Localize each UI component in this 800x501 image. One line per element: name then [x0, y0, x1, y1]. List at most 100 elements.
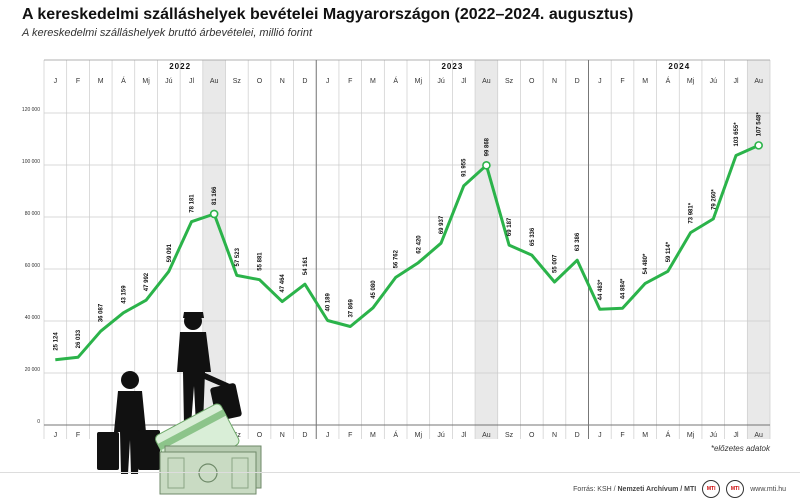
series-path	[55, 144, 760, 362]
august-band	[747, 60, 770, 439]
value-label: 107 548*	[757, 112, 763, 137]
y-tick-label: 100 000	[22, 159, 40, 165]
value-label: 63 386	[575, 232, 581, 251]
month-label-top: Mj	[142, 78, 150, 85]
source-bold: Nemzeti Archívum / MTI	[617, 485, 697, 493]
month-label-top: Sz	[233, 78, 242, 85]
month-label-bottom: Mj	[415, 432, 423, 439]
month-label-top: M	[370, 78, 376, 85]
month-label-top: Á	[121, 76, 126, 85]
data-point	[482, 161, 491, 170]
month-label-top: D	[575, 78, 580, 85]
month-label-bottom: J	[326, 432, 330, 439]
month-label-top: Mj	[415, 78, 423, 85]
month-label-bottom: D	[575, 432, 580, 439]
value-label: 59 091	[167, 243, 173, 262]
month-label-top: Au	[210, 78, 219, 85]
month-label-top: N	[280, 78, 285, 85]
august-band	[202, 60, 226, 439]
month-label-bottom: Jú	[437, 432, 445, 439]
month-label-top: Sz	[505, 78, 514, 85]
value-label: 26 033	[76, 329, 82, 348]
month-label-bottom: O	[257, 432, 263, 439]
month-label-top: Mj	[687, 78, 695, 85]
month-label-bottom: F	[348, 432, 352, 439]
month-label-bottom: Au	[482, 432, 491, 439]
value-label: 65 336	[530, 227, 536, 246]
footer-divider	[0, 472, 800, 473]
month-label-bottom: D	[302, 432, 307, 439]
month-label-top: J	[54, 78, 58, 85]
month-label-top: Jú	[437, 78, 445, 85]
month-label-bottom: N	[552, 432, 557, 439]
month-label-top: F	[620, 78, 624, 85]
month-label-top: J	[598, 78, 602, 85]
grid-lines	[43, 59, 771, 439]
value-label: 47 992	[144, 272, 150, 291]
y-tick-label: 80 000	[25, 211, 41, 217]
month-label-top: Jú	[165, 78, 173, 85]
source-credit: Forrás: KSH / Nemzeti Archívum / MTI	[573, 486, 696, 493]
value-label: 69 937	[439, 215, 445, 234]
month-label-top: F	[76, 78, 80, 85]
month-label-bottom: J	[598, 432, 602, 439]
august-bands	[202, 60, 770, 439]
year-label: 2022	[169, 62, 191, 71]
august-band	[475, 60, 498, 439]
month-label-bottom: Jl	[461, 432, 467, 439]
month-label-bottom: Jú	[710, 432, 718, 439]
value-label: 91 955	[462, 158, 468, 177]
month-label-top: F	[348, 78, 352, 85]
month-label-top: D	[302, 78, 307, 85]
value-label: 56 762	[394, 249, 400, 268]
value-label: 44 483*	[598, 279, 604, 300]
value-label: 69 187	[507, 217, 513, 236]
value-label: 43 159	[121, 285, 127, 304]
month-label-top: M	[642, 78, 648, 85]
value-label: 40 189	[326, 292, 332, 311]
data-point	[209, 209, 219, 219]
value-label: 47 464	[280, 274, 286, 293]
value-label: 55 881	[258, 252, 264, 271]
value-label: 57 523	[235, 247, 241, 266]
month-label-bottom: J	[54, 432, 58, 439]
month-label-bottom: M	[370, 432, 376, 439]
y-tick-label: 120 000	[22, 107, 40, 113]
value-label: 62 420	[416, 235, 422, 254]
chart-subtitle: A kereskedelmi szálláshelyek bruttó árbe…	[22, 27, 312, 39]
footnote: *előzetes adatok	[710, 444, 770, 453]
month-label-top: Jl	[461, 78, 467, 85]
month-label-top: Á	[666, 76, 671, 85]
source-prefix: Forrás: KSH /	[573, 485, 618, 493]
value-label: 45 080	[371, 280, 377, 299]
y-tick-label: 40 000	[25, 315, 41, 321]
mti-logo-right: MTI	[726, 480, 745, 498]
month-label-top: J	[326, 78, 330, 85]
y-tick-label: 0	[37, 419, 40, 425]
month-label-top: Jú	[710, 78, 718, 85]
website-link[interactable]: www.mti.hu	[750, 485, 786, 493]
year-label: 2023	[441, 62, 463, 71]
series-line	[55, 144, 760, 362]
month-label-bottom: F	[76, 432, 80, 439]
value-label: 54 480*	[643, 253, 649, 274]
month-label-bottom: Á	[666, 430, 671, 439]
value-label: 103 655*	[734, 122, 740, 147]
value-label: 54 161	[303, 256, 309, 275]
y-tick-label: 60 000	[25, 263, 41, 269]
traveler-with-suitcase-silhouette	[97, 312, 242, 474]
month-label-top: N	[552, 78, 557, 85]
value-label: 79 260*	[711, 189, 717, 210]
month-label-bottom: F	[620, 432, 624, 439]
y-tick-label: 20 000	[25, 367, 41, 373]
month-label-top: Jl	[733, 78, 739, 85]
chart-title: A kereskedelmi szálláshelyek bevételei M…	[22, 6, 634, 23]
value-label: 99 868	[484, 137, 490, 156]
y-axis-ticks: 0 20 000 40 000 60 000 80 000 100 000 120 000	[22, 107, 40, 425]
month-label-top: Au	[482, 78, 491, 85]
value-label: 36 087	[99, 303, 105, 322]
month-label-bottom: Mj	[687, 432, 695, 439]
banknotes-icon	[159, 445, 262, 495]
